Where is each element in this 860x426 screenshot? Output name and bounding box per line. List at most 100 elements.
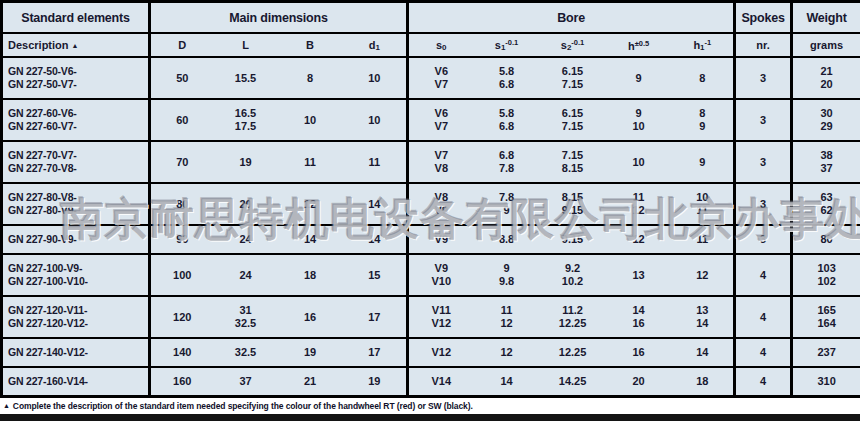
L-cell: 15.5 <box>214 57 278 99</box>
h-cell: 1112 <box>606 183 672 225</box>
B-cell: 10 <box>278 99 343 141</box>
col-header-s2: s2-0.1 <box>540 33 606 57</box>
s2-cell: 6.157.15 <box>540 99 606 141</box>
weight-cell: 3029 <box>792 99 860 141</box>
col-header-tolerance: -1 <box>705 38 712 47</box>
description-cell: GN 227-80-V8-GN 227-80-V9- <box>2 183 150 225</box>
description-cell: GN 227-100-V9-GN 227-100-V10- <box>2 254 150 296</box>
h1-cell: 14 <box>672 338 735 367</box>
h1-cell: 89 <box>672 99 735 141</box>
D-cell: 90 <box>150 225 214 254</box>
s0-cell: V9V10 <box>408 254 474 296</box>
L-cell: 20 <box>214 183 278 225</box>
bottom-bar <box>0 414 860 421</box>
footnote-text: Complete the description of the standard… <box>13 401 473 411</box>
description-cell: GN 227-120-V11-GN 227-120-V12- <box>2 296 150 338</box>
col-header-h1: h1-1 <box>672 33 735 57</box>
description-header-label: Description <box>8 39 69 51</box>
s0-cell: V11V12 <box>408 296 474 338</box>
col-header-tolerance: ±0.5 <box>635 39 650 48</box>
d1-cell: 15 <box>343 254 408 296</box>
group-header-row: Standard elementsMain dimensionsBoreSpok… <box>2 2 860 34</box>
spokes-cell: 3 <box>735 183 792 225</box>
description-cell: GN 227-90-V9- <box>2 225 150 254</box>
table-row: GN 227-120-V11-GN 227-120-V12-1203132.51… <box>2 296 860 338</box>
h1-cell: 11 <box>672 225 735 254</box>
group-header-spokes: Spokes <box>735 2 792 34</box>
sub-header-row: Description▲DLBd1s0s1-0.1s2-0.1h±0.5h1-1… <box>2 33 860 57</box>
s1-cell: 8.8 <box>474 225 540 254</box>
footnote: ▲ Complete the description of the standa… <box>0 398 860 414</box>
spokes-cell: 3 <box>735 57 792 99</box>
L-cell: 32.5 <box>214 338 278 367</box>
col-header-base: nr. <box>756 39 769 51</box>
table-row: GN 227-90-V9-90241414V98.89.151211380 <box>2 225 860 254</box>
spokes-cell: 4 <box>735 296 792 338</box>
L-cell: 24 <box>214 254 278 296</box>
B-cell: 11 <box>278 141 343 183</box>
description-cell: GN 227-70-V7-GN 227-70-V8- <box>2 141 150 183</box>
col-header-s0: s0 <box>408 33 474 57</box>
col-header-tolerance: -0.1 <box>571 38 584 47</box>
L-cell: 37 <box>214 367 278 396</box>
table-row: GN 227-50-V6-GN 227-50-V7-5015.5810V6V75… <box>2 57 860 99</box>
B-cell: 12 <box>278 183 343 225</box>
s1-cell: 5.86.8 <box>474 99 540 141</box>
weight-cell: 237 <box>792 338 860 367</box>
group-header-standard-elements: Standard elements <box>2 2 150 34</box>
spokes-cell: 3 <box>735 141 792 183</box>
L-cell: 19 <box>214 141 278 183</box>
table-body: GN 227-50-V6-GN 227-50-V7-5015.5810V6V75… <box>2 57 860 396</box>
D-cell: 80 <box>150 183 214 225</box>
col-header-subscript: 0 <box>442 43 446 52</box>
weight-cell: 310 <box>792 367 860 396</box>
D-cell: 50 <box>150 57 214 99</box>
s0-cell: V8V9 <box>408 183 474 225</box>
B-cell: 18 <box>278 254 343 296</box>
D-cell: 70 <box>150 141 214 183</box>
s2-cell: 14.25 <box>540 367 606 396</box>
description-cell: GN 227-50-V6-GN 227-50-V7- <box>2 57 150 99</box>
s2-cell: 6.157.15 <box>540 57 606 99</box>
col-header-tolerance: -0.1 <box>505 38 518 47</box>
s1-cell: 5.86.8 <box>474 57 540 99</box>
table-row: GN 227-60-V6-GN 227-60-V7-6016.517.51010… <box>2 99 860 141</box>
weight-cell: 80 <box>792 225 860 254</box>
s0-cell: V12 <box>408 338 474 367</box>
h-cell: 1416 <box>606 296 672 338</box>
spokes-cell: 4 <box>735 338 792 367</box>
weight-cell: 103102 <box>792 254 860 296</box>
col-header-base: B <box>306 39 314 51</box>
catalog-page: Standard elementsMain dimensionsBoreSpok… <box>0 0 860 426</box>
L-cell: 3132.5 <box>214 296 278 338</box>
col-header-base: h <box>628 40 635 52</box>
D-cell: 100 <box>150 254 214 296</box>
col-header-L: L <box>214 33 278 57</box>
s2-cell: 7.158.15 <box>540 141 606 183</box>
col-header-s1: s1-0.1 <box>474 33 540 57</box>
d1-cell: 10 <box>343 99 408 141</box>
col-header-B: B <box>278 33 343 57</box>
table-row: GN 227-70-V7-GN 227-70-V8-70191111V7V86.… <box>2 141 860 183</box>
d1-cell: 14 <box>343 183 408 225</box>
h1-cell: 18 <box>672 367 735 396</box>
B-cell: 21 <box>278 367 343 396</box>
s1-cell: 6.87.8 <box>474 141 540 183</box>
d1-cell: 17 <box>343 296 408 338</box>
B-cell: 8 <box>278 57 343 99</box>
weight-cell: 165164 <box>792 296 860 338</box>
table-row: GN 227-160-V14-160372119V141414.25201843… <box>2 367 860 396</box>
spokes-cell: 3 <box>735 99 792 141</box>
col-header-base: L <box>242 39 249 51</box>
D-cell: 140 <box>150 338 214 367</box>
B-cell: 16 <box>278 296 343 338</box>
h1-cell: 8 <box>672 57 735 99</box>
h-cell: 9 <box>606 57 672 99</box>
B-cell: 19 <box>278 338 343 367</box>
description-header: Description▲ <box>2 33 150 57</box>
spec-table: Standard elementsMain dimensionsBoreSpok… <box>0 0 860 398</box>
h1-cell: 1011 <box>672 183 735 225</box>
sort-triangle-icon: ▲ <box>72 42 79 49</box>
s2-cell: 12.25 <box>540 338 606 367</box>
h-cell: 20 <box>606 367 672 396</box>
